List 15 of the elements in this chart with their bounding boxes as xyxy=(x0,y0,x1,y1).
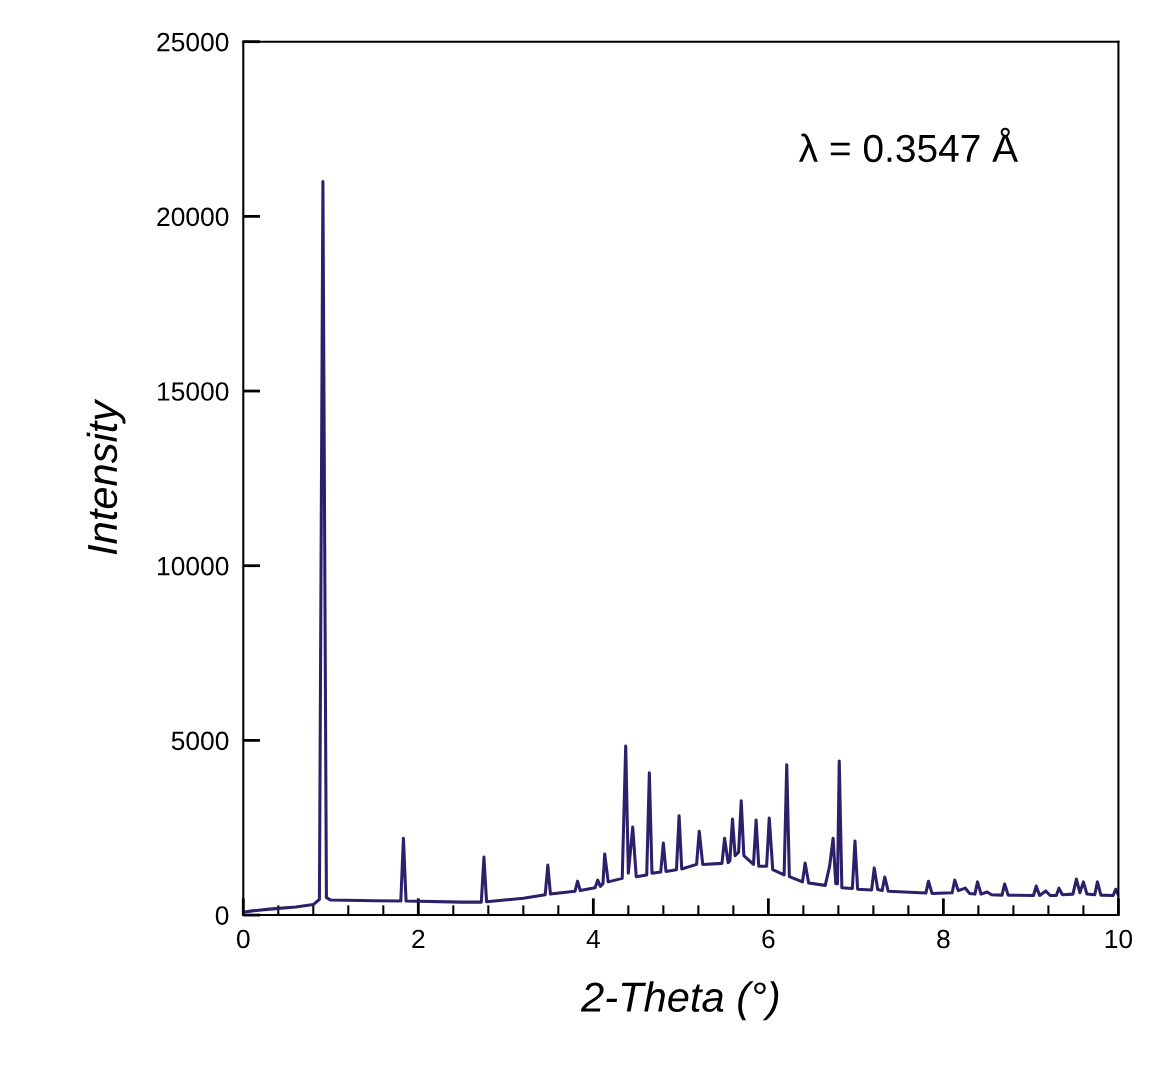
y-tick-label: 0 xyxy=(215,906,229,925)
x-tick-label: 6 xyxy=(762,929,775,949)
x-tick-label: 0 xyxy=(236,929,250,949)
y-tick-label: 10000 xyxy=(158,556,229,576)
x-tick-label: 8 xyxy=(937,929,950,949)
x-axis-title: 2-Theta (°) xyxy=(580,981,779,1021)
y-axis-title: Intensity xyxy=(86,398,126,555)
y-tick-label: 20000 xyxy=(157,207,229,227)
y-tick-label: 15000 xyxy=(158,382,229,401)
x-tick-label: 10 xyxy=(1105,929,1133,949)
x-tick-label: 2 xyxy=(412,929,425,949)
y-tick-label: 5000 xyxy=(171,731,229,751)
x-tick-label: 4 xyxy=(586,929,600,949)
annotation: λ = 0.3547 Å xyxy=(798,127,1019,163)
y-tick-label: 25000 xyxy=(157,32,229,52)
